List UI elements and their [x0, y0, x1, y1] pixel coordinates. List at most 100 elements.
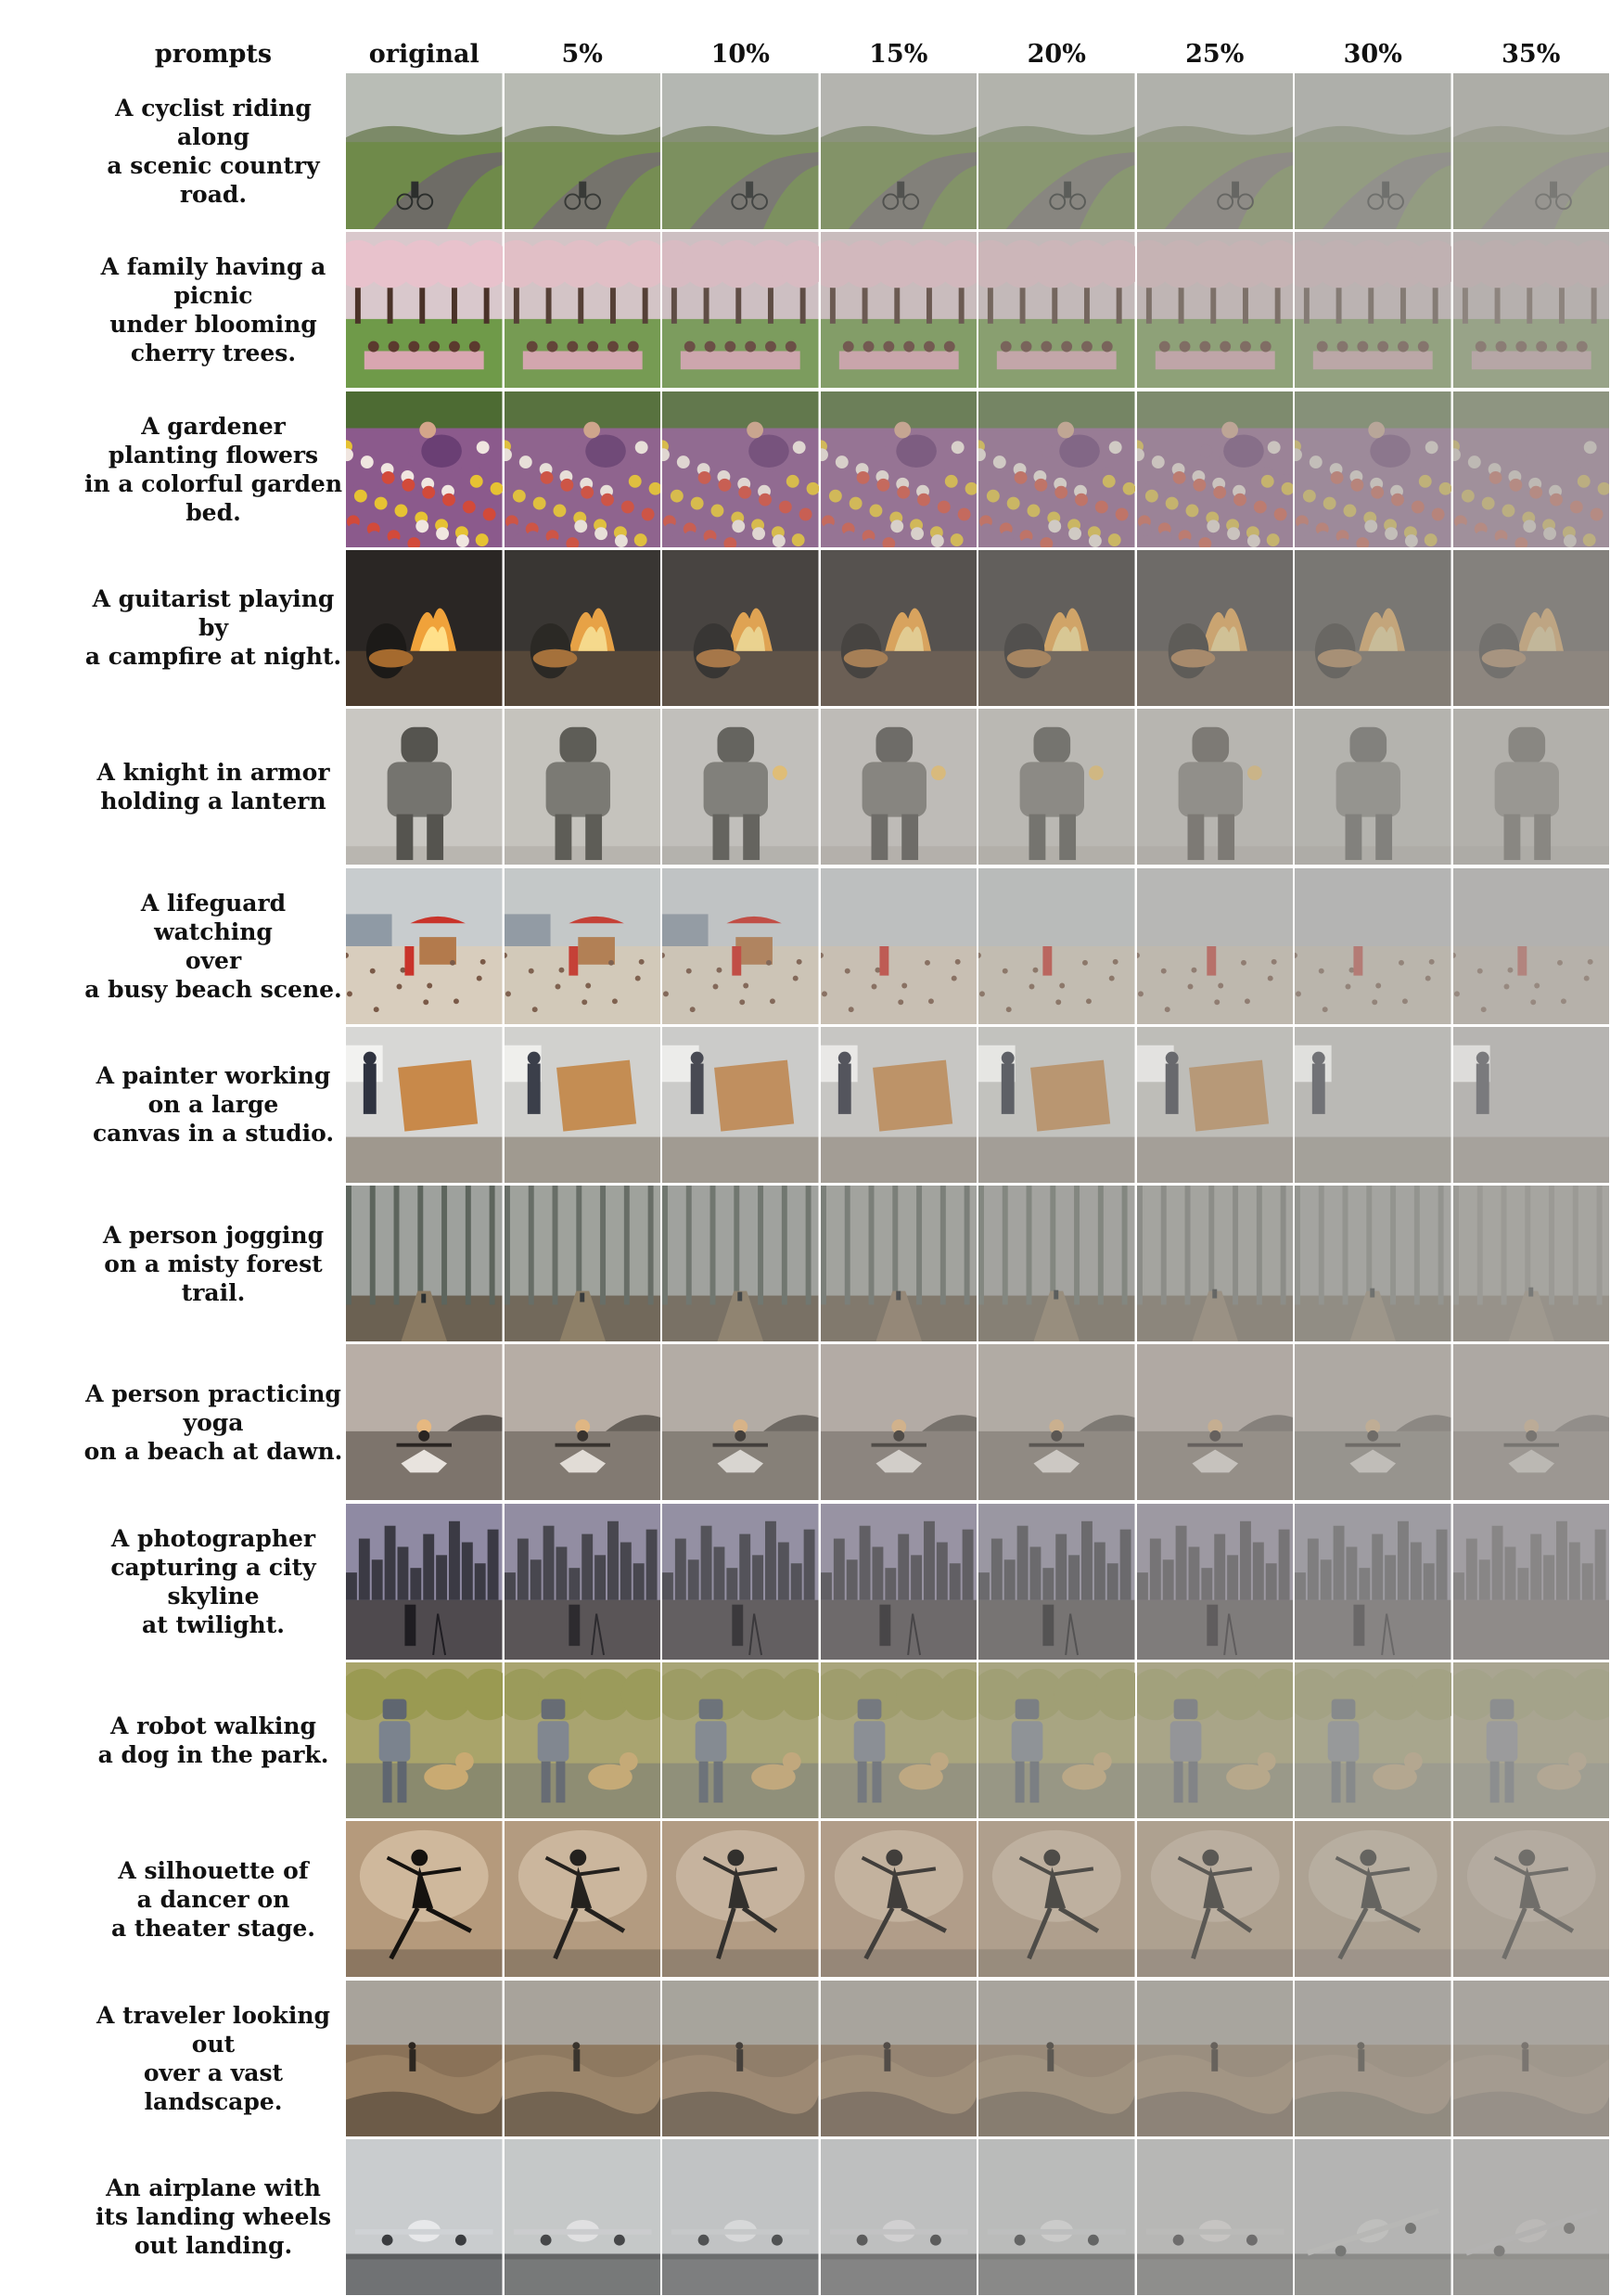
thumbnail-knight-6	[1294, 708, 1452, 866]
generated-image	[978, 1503, 1135, 1660]
prompt-line: in a colorful garden	[83, 469, 343, 497]
thumbnail-city-7	[1451, 1502, 1610, 1661]
thumbnail-yoga-5	[1135, 1343, 1294, 1502]
thumbnail-campfire-7	[1451, 548, 1610, 707]
generated-image	[504, 232, 660, 389]
header-col-7: 35%	[1502, 39, 1561, 69]
thumbnail-campfire-3	[819, 548, 978, 707]
thumbnail-picnic-0	[345, 231, 504, 390]
generated-image	[820, 232, 977, 389]
generated-image	[820, 1186, 977, 1342]
thumbnail-city-5	[1135, 1502, 1294, 1661]
generated-image	[504, 709, 660, 866]
thumbnail-cyclist-3	[819, 72, 978, 230]
generated-image	[346, 1186, 503, 1342]
generated-image	[820, 1503, 977, 1660]
generated-image	[820, 1821, 977, 1978]
generated-image	[346, 1503, 503, 1660]
thumbnail-dancer-3	[819, 1820, 978, 1979]
thumbnail-campfire-6	[1294, 548, 1452, 707]
thumbnail-studio-3	[819, 1025, 978, 1184]
header-col-4: 20%	[1027, 39, 1086, 69]
generated-image	[1452, 549, 1609, 706]
prompt-line: a theater stage.	[111, 1914, 315, 1942]
thumbnail-studio-6	[1294, 1025, 1452, 1184]
thumbnail-cyclist-2	[661, 72, 820, 230]
thumbnail-cyclist-4	[978, 72, 1136, 230]
thumbnail-yoga-2	[661, 1343, 820, 1502]
prompt-line: A traveler looking out	[96, 2001, 331, 2058]
generated-image	[662, 709, 819, 866]
prompt-line: A cyclist riding along	[115, 95, 312, 150]
generated-image	[1452, 1662, 1609, 1818]
thumbnail-beach-0	[345, 866, 504, 1025]
generated-image	[978, 1821, 1135, 1978]
thumbnail-garden-5	[1135, 390, 1294, 548]
thumbnail-yoga-6	[1294, 1343, 1452, 1502]
thumbnail-forest-5	[1135, 1185, 1294, 1343]
thumbnail-cyclist-0	[345, 72, 504, 230]
generated-image	[978, 709, 1135, 866]
generated-image	[662, 2138, 819, 2295]
thumbnail-dancer-7	[1451, 1820, 1610, 1979]
generated-image	[504, 2138, 660, 2295]
generated-image	[820, 1980, 977, 2136]
thumbnail-campfire-0	[345, 548, 504, 707]
thumbnail-picnic-5	[1135, 231, 1294, 390]
generated-image	[1295, 1344, 1451, 1501]
thumbnail-airplane-0	[345, 2137, 504, 2296]
generated-image	[1452, 1503, 1609, 1660]
thumbnail-beach-4	[978, 866, 1136, 1025]
thumbnail-studio-1	[503, 1025, 661, 1184]
generated-image	[978, 1026, 1135, 1183]
generated-image	[820, 1026, 977, 1183]
generated-image	[1295, 867, 1451, 1024]
prompt-cell-0: A cyclist riding along a scenic country r…	[82, 72, 345, 230]
thumbnail-yoga-0	[345, 1343, 504, 1502]
prompt-cell-12: A traveler looking out over a vast landsc…	[82, 1980, 345, 2137]
prompt-line: over	[185, 946, 242, 974]
generated-image	[1452, 232, 1609, 389]
thumbnail-airplane-1	[503, 2137, 661, 2296]
thumbnail-knight-0	[345, 708, 504, 866]
prompt-cell-11: A silhouette of a dancer on a theater stag…	[82, 1820, 345, 1978]
header-col-6: 30%	[1343, 39, 1402, 69]
generated-image	[346, 549, 503, 706]
thumbnail-garden-0	[345, 390, 504, 548]
generated-image	[820, 867, 977, 1024]
prompt-line: A knight in armor	[96, 759, 330, 787]
thumbnail-picnic-1	[503, 231, 661, 390]
generated-image	[1136, 1662, 1293, 1818]
thumbnail-landscape-6	[1294, 1979, 1452, 2137]
thumbnail-forest-1	[503, 1185, 661, 1343]
prompt-cell-4: A knight in armor holding a lantern	[82, 708, 345, 866]
generated-image	[820, 549, 977, 706]
generated-image	[1452, 73, 1609, 229]
thumbnail-garden-6	[1294, 390, 1452, 548]
generated-image	[662, 1026, 819, 1183]
thumbnail-studio-4	[978, 1025, 1136, 1184]
header-col-0: original	[368, 39, 479, 69]
thumbnail-robot-0	[345, 1661, 504, 1819]
generated-image	[1295, 1026, 1451, 1183]
generated-image	[1452, 391, 1609, 547]
generated-image	[1136, 2138, 1293, 2295]
prompt-line: its landing wheels	[95, 2203, 332, 2231]
generated-image	[978, 549, 1135, 706]
generated-image	[504, 391, 660, 547]
thumbnail-landscape-4	[978, 1979, 1136, 2137]
thumbnail-studio-0	[345, 1025, 504, 1184]
generated-image	[504, 1344, 660, 1501]
generated-image	[1452, 1821, 1609, 1978]
thumbnail-landscape-7	[1451, 1979, 1610, 2137]
thumbnail-campfire-5	[1135, 548, 1294, 707]
prompt-line: A photographer	[110, 1524, 316, 1552]
thumbnail-airplane-3	[819, 2137, 978, 2296]
thumbnail-city-0	[345, 1502, 504, 1661]
generated-image	[1136, 867, 1293, 1024]
prompt-line: A family having a	[100, 253, 326, 281]
thumbnail-airplane-4	[978, 2137, 1136, 2296]
generated-image	[978, 232, 1135, 389]
thumbnail-beach-1	[503, 866, 661, 1025]
